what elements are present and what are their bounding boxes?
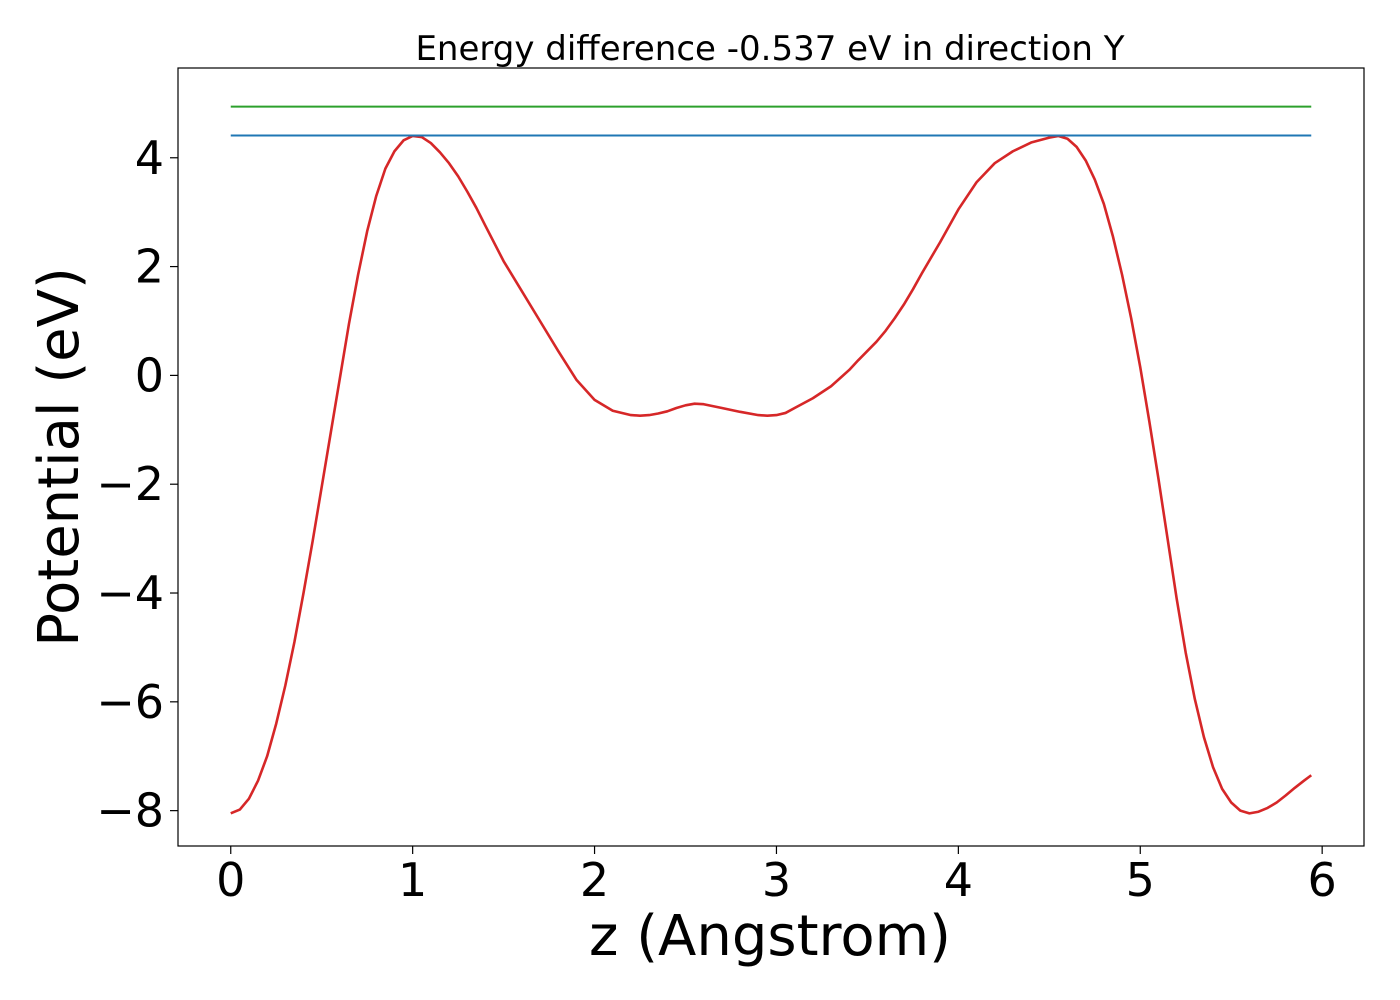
y-tick-label: 0 [135, 348, 164, 402]
y-tick-label: 2 [135, 240, 164, 294]
x-tick-label: 2 [580, 853, 609, 907]
x-tick-label: 3 [762, 853, 791, 907]
y-axis-label: Potential (eV) [27, 267, 92, 647]
series-layer [230, 105, 1313, 815]
y-tick-label: −4 [96, 566, 164, 620]
x-tick-label: 4 [944, 853, 973, 907]
x-tick-label: 6 [1308, 853, 1337, 907]
y-tick-label: −2 [96, 457, 164, 511]
x-axis-label: z (Angstrom) [589, 904, 951, 969]
chart-title: Energy difference -0.537 eV in direction… [415, 29, 1124, 69]
x-tick-label: 1 [398, 853, 427, 907]
y-tick-label: −6 [96, 675, 164, 729]
y-tick-label: 4 [135, 131, 164, 185]
x-axis: 0 1 2 3 4 5 6 [216, 846, 1337, 907]
y-axis: −8 −6 −4 −2 0 2 4 [96, 131, 178, 838]
x-tick-label: 0 [216, 853, 245, 907]
plot-frame [177, 67, 1365, 847]
y-tick-label: −8 [96, 784, 164, 838]
x-tick-label: 5 [1126, 853, 1155, 907]
series-line-0 [230, 134, 1313, 815]
